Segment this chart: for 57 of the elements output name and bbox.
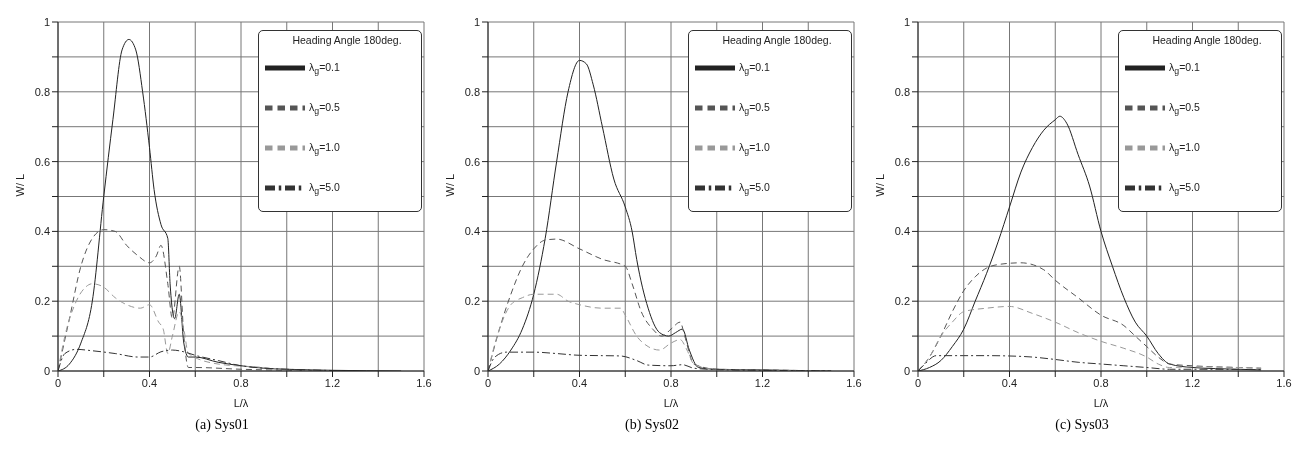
x-tick-label: 0.4 xyxy=(1001,376,1018,389)
y-tick-label: 0.8 xyxy=(34,85,50,98)
y-tick-label: 0.4 xyxy=(464,225,480,238)
y-tick-label: 0 xyxy=(903,364,910,377)
x-tick-label: 0 xyxy=(484,376,492,389)
legend-label: λ$_{g}$=0.1 xyxy=(1169,60,1200,76)
y-tick-label: 0.6 xyxy=(464,155,480,168)
legend-label: λ$_{g}$=5.0 xyxy=(1169,180,1200,196)
y-tick-label: 0.8 xyxy=(464,85,480,98)
y-tick-label: 0 xyxy=(43,364,50,377)
y-tick-label: 0.4 xyxy=(894,225,910,238)
legend-label: λ$_{g}$=1.0 xyxy=(309,140,340,156)
y-axis-title: W/ L xyxy=(443,173,456,197)
x-tick-label: 1.2 xyxy=(1184,376,1201,389)
x-tick-label: 1.2 xyxy=(754,376,771,389)
y-tick-label: 1 xyxy=(473,15,480,28)
x-tick-label: 1.6 xyxy=(416,376,432,389)
x-tick-label: 0.8 xyxy=(1093,376,1109,389)
text: (a) Sys01 xyxy=(194,417,250,433)
y-axis-title: W/ L xyxy=(873,173,886,197)
x-tick-label: 1.6 xyxy=(1276,376,1292,389)
x-tick-label: 0 xyxy=(914,376,922,389)
y-tick-label: 0.6 xyxy=(34,155,50,168)
legend-label: λ$_{g}$=1.0 xyxy=(739,140,770,156)
x-tick-label: 0 xyxy=(54,376,62,389)
x-tick-label: 1.2 xyxy=(324,376,341,389)
y-tick-label: 0.2 xyxy=(894,295,910,308)
legend-title: Heading Angle 180deg. xyxy=(1151,33,1263,48)
text: (c) Sys03 xyxy=(1054,417,1110,433)
legend-title: Heading Angle 180deg. xyxy=(291,33,403,48)
y-tick-label: 0.8 xyxy=(894,85,910,98)
legend-label: λ$_{g}$=5.0 xyxy=(309,180,340,196)
y-tick-label: 1 xyxy=(903,15,910,28)
legend-label: λ$_{g}$=0.1 xyxy=(309,60,340,76)
x-tick-label: 1.6 xyxy=(846,376,862,389)
y-tick-label: 0.2 xyxy=(464,295,480,308)
x-tick-label: 0.8 xyxy=(663,376,679,389)
text: (b) Sys02 xyxy=(623,417,681,433)
legend-label: λ$_{g}$=5.0 xyxy=(739,180,770,196)
legend-label: λ$_{g}$=0.1 xyxy=(739,60,770,76)
x-axis-title: L/λ xyxy=(1093,397,1109,409)
x-axis-title: L/λ xyxy=(663,397,679,409)
x-axis-title: L/λ xyxy=(233,397,249,409)
legend-label: λ$_{g}$=1.0 xyxy=(1169,140,1200,156)
y-tick-label: 0 xyxy=(473,364,480,377)
legend-label: λ$_{g}$=0.5 xyxy=(739,100,770,116)
y-tick-label: 1 xyxy=(43,15,50,28)
x-tick-label: 0.4 xyxy=(571,376,588,389)
y-tick-label: 0.4 xyxy=(34,225,50,238)
legend-label: λ$_{g}$=0.5 xyxy=(309,100,340,116)
legend-title: Heading Angle 180deg. xyxy=(721,33,833,48)
x-tick-label: 0.4 xyxy=(141,376,158,389)
x-tick-label: 0.8 xyxy=(233,376,249,389)
y-tick-label: 0.6 xyxy=(894,155,910,168)
y-axis-title: W/ L xyxy=(13,173,26,197)
legend-label: λ$_{g}$=0.5 xyxy=(1169,100,1200,116)
y-tick-label: 0.2 xyxy=(34,295,50,308)
